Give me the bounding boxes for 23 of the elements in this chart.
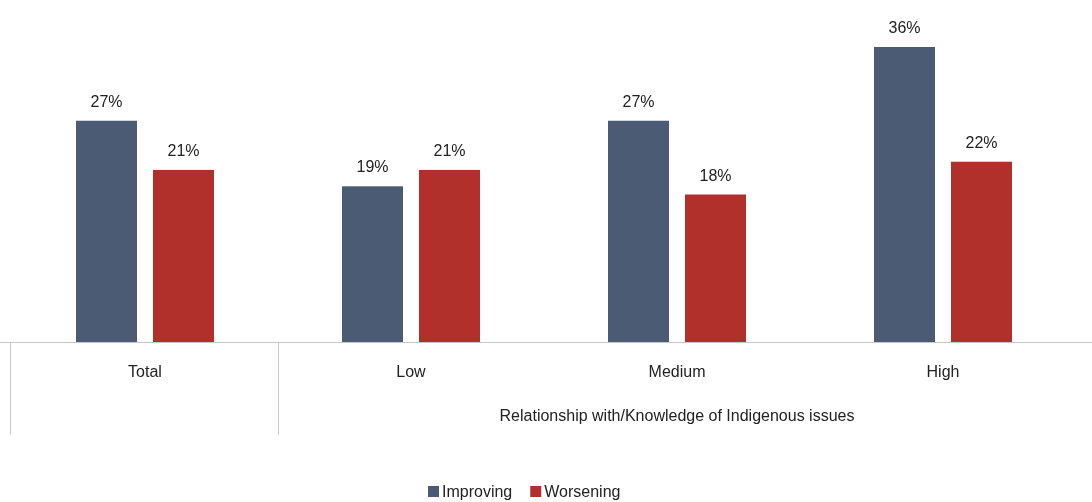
bar [76, 120, 137, 342]
bar [608, 120, 669, 342]
bar [951, 161, 1012, 342]
data-label: 22% [965, 133, 998, 151]
bar [419, 169, 480, 342]
legend-label: Improving [442, 483, 513, 500]
x-tick-label: Low [396, 363, 427, 380]
x-tick-label: High [926, 363, 960, 380]
x-axis-title: Relationship with/Knowledge of Indigenous issues [499, 407, 855, 424]
data-label: 21% [167, 141, 200, 159]
data-label: 27% [622, 92, 655, 110]
bar [874, 47, 935, 342]
data-label: 18% [699, 166, 732, 184]
data-label: 27% [90, 92, 123, 110]
bar [342, 186, 403, 342]
data-label: 36% [888, 19, 921, 36]
x-tick-label: Medium [648, 363, 706, 380]
data-label: 19% [356, 158, 389, 176]
data-label: 21% [433, 141, 466, 159]
bar [153, 169, 214, 342]
x-tick-label: Total [128, 363, 162, 380]
bar [685, 194, 746, 342]
legend-label: Worsening [544, 483, 621, 500]
